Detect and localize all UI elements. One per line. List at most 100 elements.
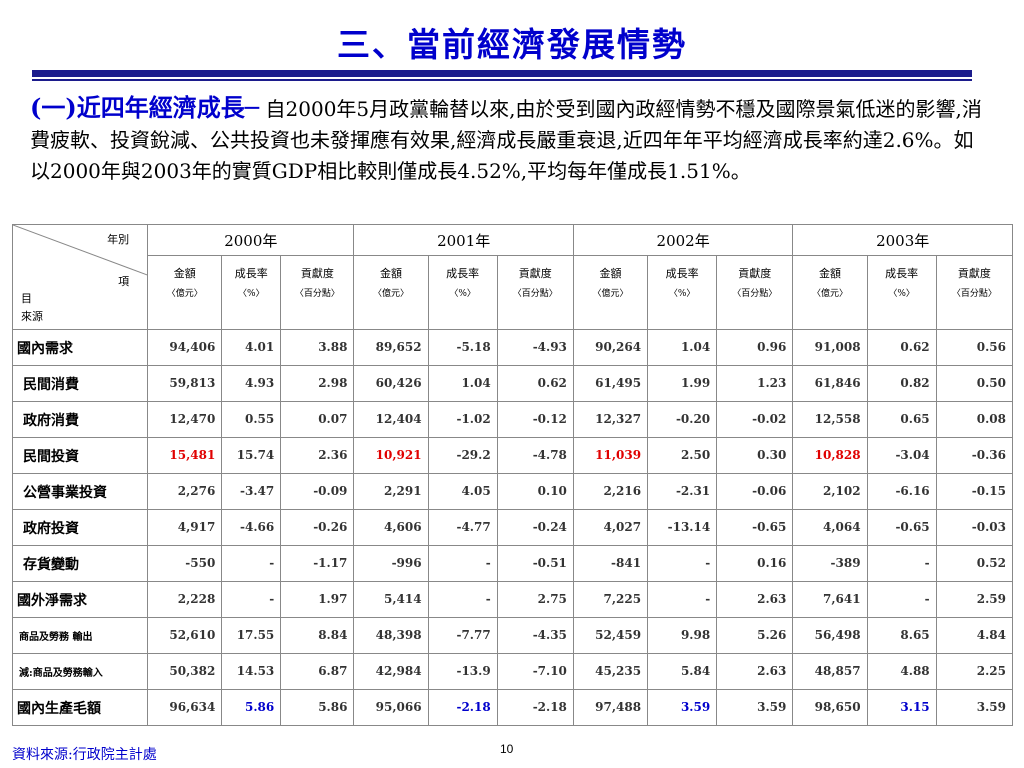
subheader-cell: 貢獻度 〈百分點〉	[716, 255, 794, 330]
table-cell: -3.47	[221, 473, 282, 510]
intro-text: 自2000年5月政黨輪替以來,由於受到國內政經情勢不穩及國際景氣低迷的影響,消費…	[30, 97, 982, 183]
table-cell: 52,610	[147, 617, 223, 654]
table-cell: -0.03	[935, 509, 1014, 546]
table-cell: 0.56	[935, 329, 1014, 366]
table-cell: 0.08	[935, 401, 1014, 438]
row-label: 公營事業投資	[11, 473, 149, 510]
table-cell: -389	[792, 545, 868, 582]
intro-heading: (一)近四年經濟成長─	[30, 93, 260, 122]
table-cell: 2.63	[716, 581, 794, 618]
table-cell: 3.59	[716, 689, 794, 726]
subheader-unit: 〈百分點〉	[512, 289, 558, 299]
table-cell: 3.59	[935, 689, 1014, 726]
subheader-unit: 〈億元〉	[592, 289, 629, 299]
table-cell: 0.65	[866, 401, 937, 438]
table-body: 國內需求 94,406 4.01 3.88 89,652 -5.18 -4.93 90,264…	[11, 329, 1014, 726]
table-cell: 0.62	[866, 329, 937, 366]
table-cell: -13.9	[427, 653, 498, 690]
table-cell: 4,064	[792, 509, 868, 546]
table-cell: 2.63	[716, 653, 794, 690]
row-label: 政府投資	[11, 509, 149, 546]
subheader-cell: 成長率 〈%〉	[647, 255, 718, 330]
subheader-unit: 〈百分點〉	[732, 289, 778, 299]
table-cell: -0.20	[647, 401, 718, 438]
table-cell: -7.10	[496, 653, 574, 690]
table-cell: -0.24	[496, 509, 574, 546]
table-cell: 0.50	[935, 365, 1014, 402]
subheader-cell: 成長率 〈%〉	[866, 255, 937, 330]
table-cell: 0.07	[280, 401, 355, 438]
table-cell: 12,470	[147, 401, 223, 438]
table-row: 國內生產毛額 96,634 5.86 5.86 95,066 -2.18 -2.18 97,4…	[11, 689, 1014, 726]
table-cell: -0.02	[716, 401, 794, 438]
table-cell: -1.02	[427, 401, 498, 438]
table-cell: -0.06	[716, 473, 794, 510]
subheader-cell: 貢獻度 〈百分點〉	[496, 255, 574, 330]
table-cell: -	[647, 581, 718, 618]
table-cell: 2.50	[647, 437, 718, 474]
table-cell: 11,039	[572, 437, 649, 474]
table-cell: 2,228	[147, 581, 223, 618]
year-header-2003: 2003年	[792, 224, 1013, 256]
table-cell: 42,984	[353, 653, 429, 690]
table-cell: -841	[572, 545, 649, 582]
title-underline-thin	[32, 79, 972, 81]
row-label: 政府消費	[11, 401, 149, 438]
table-cell: 10,828	[792, 437, 868, 474]
page-number: 10	[500, 742, 514, 756]
table-cell: 48,398	[353, 617, 429, 654]
subheader-name: 貢獻度	[300, 267, 334, 280]
table-cell: 5.86	[221, 689, 282, 726]
table-cell: 4,917	[147, 509, 223, 546]
table-cell: 4.88	[866, 653, 937, 690]
subheader-row: 金額 〈億元〉 成長率 〈%〉 貢獻度 〈百分點〉 金額 〈億元〉 成長率 〈%〉 貢獻度 〈百分點〉…	[13, 255, 1014, 330]
corner-label-year: 年別	[107, 233, 130, 246]
table-cell: 10,921	[353, 437, 429, 474]
table-row: 國外淨需求 2,228-1.97 5,414-2.75 7,225-2.63 7,641…	[11, 581, 1014, 618]
table-cell: 1.04	[647, 329, 718, 366]
subheader-name: 貢獻度	[957, 267, 991, 280]
subheader-name: 金額	[173, 267, 196, 280]
table-cell: -3.04	[866, 437, 937, 474]
table-cell: -	[647, 545, 718, 582]
subheader-name: 成長率	[234, 267, 268, 280]
table-cell: 12,327	[572, 401, 649, 438]
table-cell: 1.23	[716, 365, 794, 402]
subheader-name: 金額	[818, 267, 841, 280]
table-cell: 4,606	[353, 509, 429, 546]
table-cell: 5.86	[280, 689, 355, 726]
economic-growth-table: 年別 項 目 來源 2000年 2001年 2002年 2003年 金額 〈億元〉…	[11, 224, 1014, 726]
table-cell: 17.55	[221, 617, 282, 654]
table-cell: -2.18	[427, 689, 498, 726]
table-cell: 2.36	[280, 437, 355, 474]
table-cell: -0.36	[935, 437, 1014, 474]
table-row: 存貨變動 -550- -1.17 -996- -0.51 -841-0.16 -389-0.…	[11, 545, 1014, 582]
row-label: 國內需求	[11, 329, 149, 366]
table-row: 政府投資 4,917 -4.66 -0.26 4,606 -4.77 -0.24 4,027-…	[11, 509, 1014, 546]
table-cell: 91,008	[792, 329, 868, 366]
subheader-name: 成長率	[446, 267, 480, 280]
table-cell: 4.01	[221, 329, 282, 366]
table-cell: 45,235	[572, 653, 649, 690]
subheader-cell: 貢獻度 〈百分點〉	[935, 255, 1014, 330]
table-cell: -0.09	[280, 473, 355, 510]
table-cell: 3.88	[280, 329, 355, 366]
table-cell: 4.05	[427, 473, 498, 510]
table-corner-header: 年別 項 目 來源	[11, 224, 149, 330]
table-cell: 0.82	[866, 365, 937, 402]
table-cell: 96,634	[147, 689, 223, 726]
subheader-unit: 〈%〉	[238, 289, 265, 299]
row-label: 商品及勞務 輸出	[11, 617, 149, 654]
table-cell: -550	[147, 545, 223, 582]
table-cell: 97,488	[572, 689, 649, 726]
table-cell: -0.12	[496, 401, 574, 438]
table-row: 國內需求 94,406 4.01 3.88 89,652 -5.18 -4.93 90,264…	[11, 329, 1014, 366]
table-cell: 90,264	[572, 329, 649, 366]
subheader-unit: 〈億元〉	[373, 289, 410, 299]
table-cell: -	[866, 581, 937, 618]
table-cell: 2,291	[353, 473, 429, 510]
row-label: 民間消費	[11, 365, 149, 402]
year-header-2000: 2000年	[147, 224, 355, 256]
table-cell: 52,459	[572, 617, 649, 654]
subheader-name: 貢獻度	[738, 267, 772, 280]
